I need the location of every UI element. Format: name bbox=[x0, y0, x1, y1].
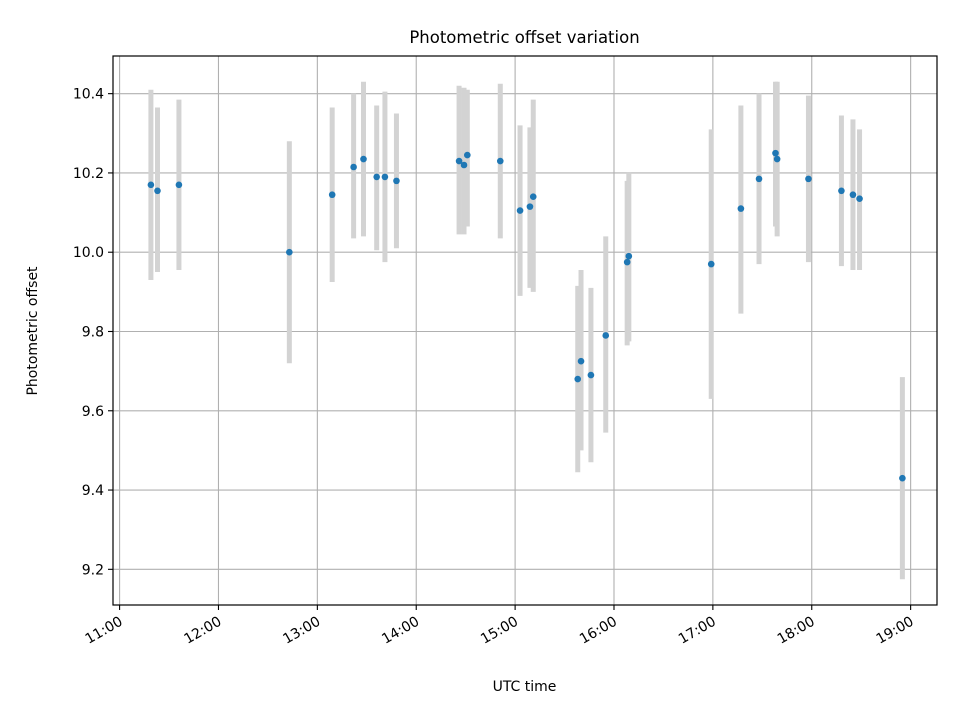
data-point bbox=[350, 163, 357, 171]
data-point bbox=[529, 193, 537, 201]
data-point bbox=[805, 175, 812, 183]
data-point bbox=[175, 181, 183, 189]
y-tick-label: 10.4 bbox=[73, 87, 104, 103]
plot-frame bbox=[112, 55, 938, 606]
point-layer bbox=[147, 149, 906, 482]
y-tick-label: 9.6 bbox=[82, 404, 104, 420]
x-axis-label: UTC time bbox=[493, 679, 557, 695]
data-point bbox=[856, 195, 863, 203]
data-point bbox=[623, 258, 631, 266]
data-point bbox=[154, 187, 161, 195]
data-point bbox=[328, 191, 336, 199]
data-point bbox=[577, 357, 585, 365]
data-point bbox=[737, 205, 745, 212]
y-axis-label: Photometric offset bbox=[25, 266, 41, 396]
data-point bbox=[496, 157, 504, 165]
data-point bbox=[286, 248, 293, 256]
grid-layer bbox=[113, 56, 937, 605]
y-axis: 9.2 9.4 9.6 9.8 10.0 10.2 10.4 bbox=[73, 87, 113, 578]
data-point bbox=[393, 177, 400, 185]
data-point bbox=[460, 161, 468, 169]
data-point bbox=[574, 375, 582, 383]
data-point bbox=[625, 252, 633, 260]
data-point bbox=[587, 371, 595, 379]
data-point bbox=[516, 207, 524, 214]
y-tick-label: 10.2 bbox=[73, 166, 104, 182]
data-point bbox=[373, 173, 380, 181]
data-point bbox=[707, 260, 715, 268]
y-tick-label: 9.8 bbox=[82, 324, 104, 340]
chart-title: Photometric offset variation bbox=[409, 28, 639, 47]
data-point bbox=[772, 149, 779, 157]
data-point bbox=[773, 155, 781, 163]
data-point bbox=[455, 157, 463, 165]
y-tick-label: 10.0 bbox=[73, 245, 104, 261]
data-point bbox=[838, 187, 845, 195]
data-point bbox=[147, 181, 155, 189]
data-point bbox=[464, 151, 471, 159]
data-point bbox=[602, 332, 610, 339]
y-tick-label: 9.2 bbox=[82, 562, 104, 578]
data-point bbox=[755, 175, 763, 183]
data-point bbox=[849, 191, 857, 199]
data-point bbox=[360, 155, 367, 163]
data-point bbox=[526, 203, 534, 210]
data-point bbox=[381, 173, 389, 181]
data-point bbox=[899, 474, 906, 482]
y-tick-label: 9.4 bbox=[82, 483, 104, 499]
